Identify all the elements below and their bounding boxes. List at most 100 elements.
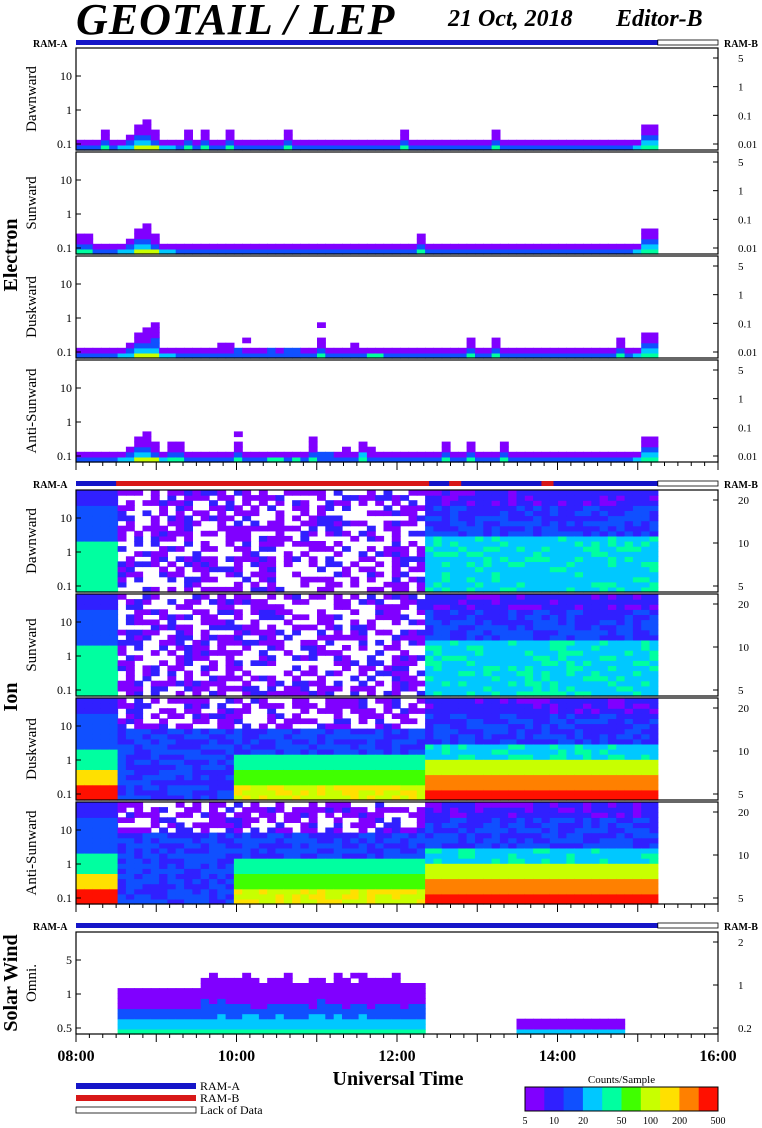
heatmap-cell <box>574 347 584 354</box>
heatmap-cell <box>649 566 659 573</box>
heatmap-cell <box>283 490 293 496</box>
heatmap-cell <box>508 352 518 359</box>
heatmap-cell <box>308 794 318 801</box>
heatmap-cell <box>583 581 592 588</box>
heatmap-cell <box>209 490 218 496</box>
heatmap-cell <box>641 634 651 641</box>
heatmap-cell <box>308 670 318 677</box>
heatmap-cell <box>150 794 160 801</box>
heatmap-cell <box>466 594 476 600</box>
heatmap-cell <box>599 733 609 740</box>
heatmap-cell <box>200 863 210 869</box>
heatmap-cell <box>275 883 285 890</box>
heatmap-cell <box>275 743 285 750</box>
heatmap-cell <box>649 238 659 245</box>
heatmap-cell <box>117 546 127 552</box>
heatmap-cell <box>366 842 376 849</box>
heatmap-cell <box>408 634 418 641</box>
heatmap-cell <box>450 634 459 641</box>
heatmap-cell <box>607 581 617 588</box>
heatmap-cell <box>599 535 609 542</box>
heatmap-cell <box>599 794 609 801</box>
heatmap-cell <box>342 812 351 818</box>
heatmap-cell <box>300 873 310 880</box>
heatmap-cell <box>649 789 659 796</box>
heatmap-cell <box>533 561 542 568</box>
heatmap-cell <box>533 347 542 354</box>
heatmap-cell <box>599 784 609 791</box>
heatmap-cell <box>566 665 576 672</box>
heatmap-cell <box>574 556 584 562</box>
heatmap-cell <box>508 670 518 677</box>
heatmap-cell <box>599 566 609 573</box>
heatmap-cell <box>591 655 601 661</box>
heatmap-cell <box>150 500 160 506</box>
heatmap-cell <box>109 822 119 829</box>
heatmap-cell <box>258 888 268 895</box>
heatmap-cell <box>150 670 160 677</box>
heatmap-cell <box>242 639 252 646</box>
heatmap-cell <box>109 139 119 146</box>
heatmap-cell <box>441 728 451 735</box>
heatmap-cell <box>458 842 468 849</box>
heatmap-cell <box>383 546 393 552</box>
heatmap-cell <box>433 685 443 692</box>
heatmap-cell <box>250 690 260 697</box>
heatmap-cell <box>558 594 567 600</box>
heatmap-cell <box>466 779 476 786</box>
heatmap-cell <box>375 807 385 813</box>
heatmap-cell <box>425 698 434 704</box>
heatmap-cell <box>599 754 609 760</box>
heatmap-cell <box>233 525 243 532</box>
heatmap-cell <box>649 660 659 666</box>
heatmap-cell <box>450 685 459 692</box>
heatmap-cell <box>100 530 110 537</box>
heatmap-cell <box>632 495 642 501</box>
heatmap-cell <box>159 535 168 542</box>
heatmap-cell <box>383 604 393 610</box>
heatmap-cell <box>400 858 410 864</box>
heatmap-cell <box>491 535 501 542</box>
heatmap-cell <box>200 718 210 725</box>
heatmap-cell <box>275 802 285 808</box>
heatmap-cell <box>125 556 135 562</box>
heatmap-cell <box>358 743 368 750</box>
heatmap-cell <box>574 713 584 719</box>
heatmap-cell <box>450 853 459 859</box>
heatmap-cell <box>117 733 127 740</box>
heatmap-cell <box>117 535 127 542</box>
heatmap-cell <box>616 243 626 250</box>
heatmap-cell <box>217 352 227 359</box>
heatmap-cell <box>267 675 277 682</box>
heatmap-cell <box>258 769 268 776</box>
heatmap-cell <box>458 139 468 146</box>
heatmap-cell <box>317 243 326 250</box>
heatmap-cell <box>499 599 509 605</box>
heatmap-cell <box>366 738 376 745</box>
heatmap-cell <box>499 718 509 725</box>
heatmap-cell <box>209 784 218 791</box>
heatmap-cell <box>624 794 634 801</box>
heatmap-cell <box>616 703 626 709</box>
heatmap-cell <box>275 639 285 646</box>
heatmap-cell <box>317 847 326 854</box>
heatmap-cell <box>533 352 542 359</box>
heatmap-cell <box>100 609 110 615</box>
heatmap-cell <box>300 505 310 511</box>
heatmap-cell <box>175 556 185 562</box>
heatmap-cell <box>308 520 318 527</box>
heatmap-cell <box>350 863 360 869</box>
heatmap-cell <box>383 789 393 796</box>
heatmap-cell <box>516 743 526 750</box>
heatmap-cell <box>242 733 252 740</box>
heatmap-cell <box>150 868 160 874</box>
heatmap-cell <box>292 728 301 735</box>
heatmap-cell <box>599 510 609 517</box>
heatmap-cell <box>333 802 343 808</box>
heatmap-cell <box>441 624 451 631</box>
heatmap-cell <box>516 645 526 651</box>
heatmap-cell <box>76 784 85 791</box>
heatmap-cell <box>175 690 185 697</box>
heatmap-cell <box>491 749 501 755</box>
heatmap-cell <box>533 546 542 552</box>
